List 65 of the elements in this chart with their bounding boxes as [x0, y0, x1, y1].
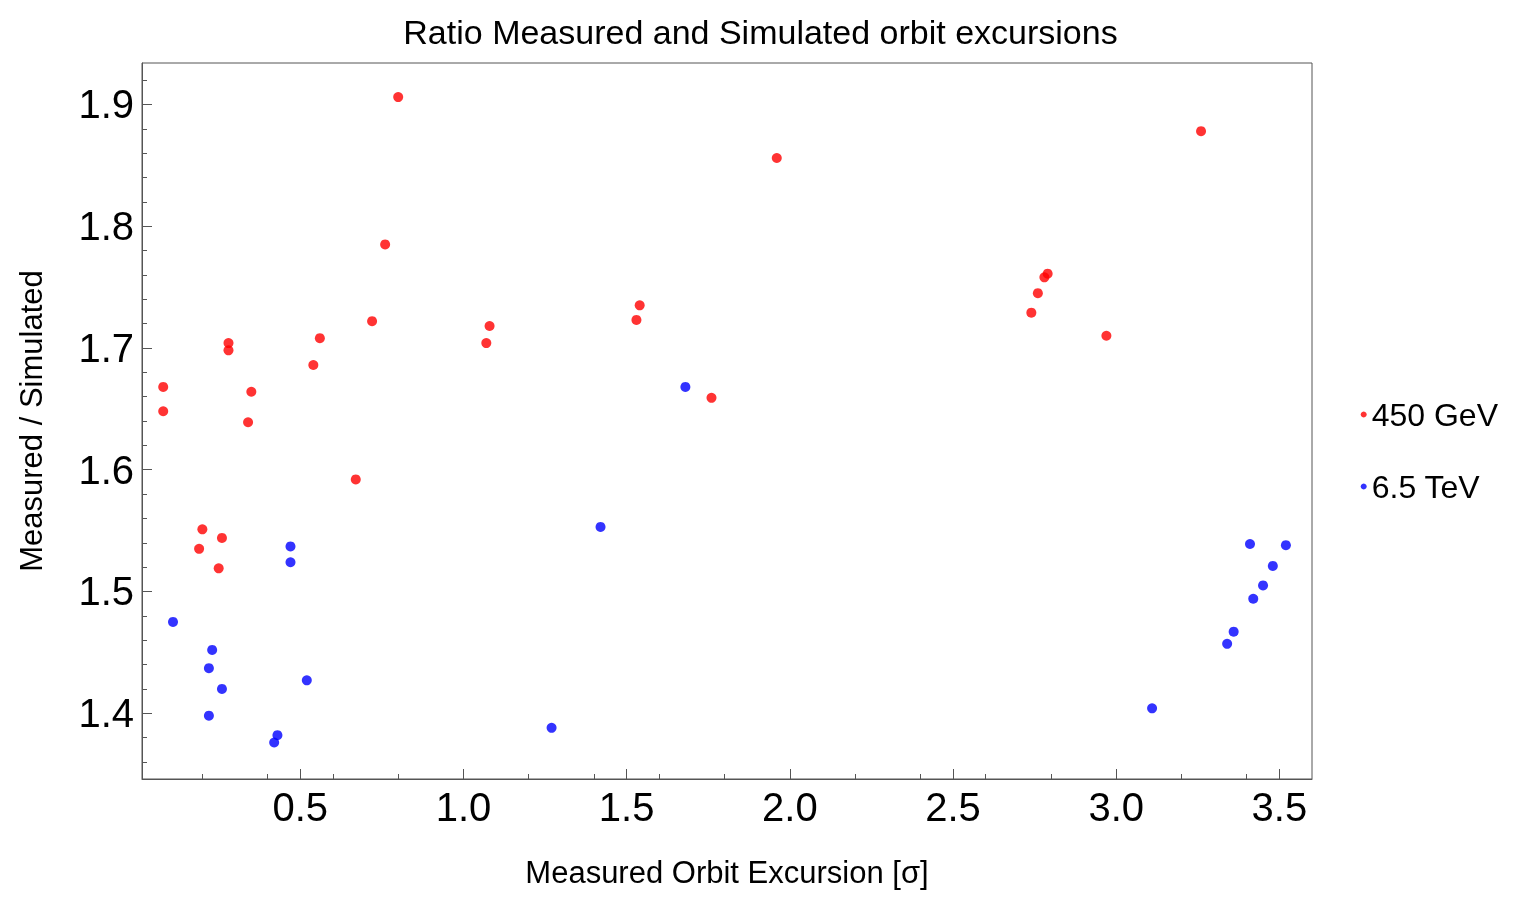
point: [393, 92, 404, 103]
point: [631, 314, 642, 325]
x-tick-label: 3.0: [1088, 785, 1144, 829]
y-tick-label: 1.9: [78, 82, 134, 127]
point: [484, 321, 495, 332]
point: [1280, 540, 1291, 551]
point: [1101, 330, 1112, 341]
point: [285, 557, 296, 568]
point: [1267, 560, 1278, 571]
point: [1258, 580, 1269, 591]
point: [194, 543, 205, 554]
y-tick-label: 1.4: [78, 691, 134, 736]
point: [272, 730, 283, 741]
point: [1248, 593, 1259, 604]
point: [1228, 626, 1239, 637]
y-tick-label: 1.8: [78, 204, 134, 249]
point: [301, 675, 312, 686]
point: [203, 663, 214, 674]
point: [314, 333, 325, 344]
x-tick-label: 2.5: [925, 785, 981, 829]
x-tick-label: 3.5: [1251, 785, 1308, 829]
point: [269, 737, 280, 748]
x-axis-title: Measured Orbit Excursion [σ]: [525, 855, 929, 890]
y-axis-title: Measured / Simulated: [14, 270, 49, 572]
point: [680, 381, 691, 392]
x-tick-label: 0.5: [272, 785, 329, 829]
point: [246, 386, 257, 397]
point: [595, 521, 606, 532]
point: [213, 563, 224, 574]
point: [380, 239, 391, 250]
point: [771, 152, 782, 163]
chart-title: Ratio Measured and Simulated orbit excursions: [403, 13, 1118, 51]
point: [285, 541, 296, 552]
y-tick-label: 1.5: [78, 569, 134, 614]
x-tick-label: 2.0: [762, 785, 818, 829]
point: [197, 524, 208, 535]
y-tick-label: 1.6: [78, 447, 134, 492]
point: [634, 300, 645, 311]
point: [1042, 268, 1053, 279]
point: [158, 381, 169, 392]
x-tick-label: 1.5: [598, 785, 655, 829]
point: [216, 532, 227, 543]
point: [367, 316, 378, 327]
x-tick-label: 1.0: [435, 785, 492, 829]
point: [243, 417, 254, 428]
point: [216, 683, 227, 694]
legend-label: 6.5 TeV: [1371, 468, 1481, 505]
point: [706, 392, 717, 403]
point: [1032, 288, 1043, 299]
point: [207, 644, 218, 655]
y-tick-label: 1.7: [78, 325, 134, 370]
point: [350, 474, 361, 485]
point: [1147, 703, 1158, 714]
point: [1026, 307, 1037, 318]
point: [1222, 638, 1233, 649]
point: [223, 345, 234, 356]
legend-label: 450 GeV: [1371, 396, 1499, 433]
point: [1196, 126, 1207, 137]
point: [308, 359, 319, 370]
point: [481, 338, 492, 349]
point: [203, 710, 214, 721]
point: [1245, 538, 1255, 549]
point: [546, 722, 557, 733]
point: [158, 406, 169, 417]
point: [168, 616, 178, 627]
